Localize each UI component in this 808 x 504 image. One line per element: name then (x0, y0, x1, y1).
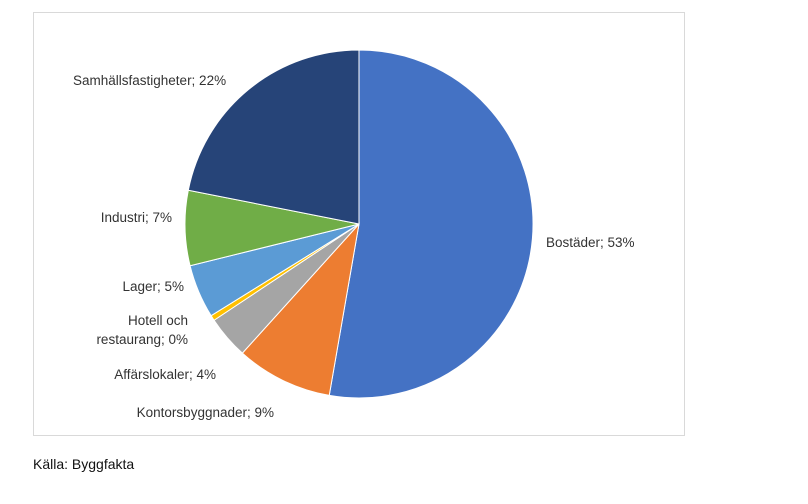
label-hotell-line2: restaurang; 0% (96, 332, 188, 347)
chart-frame: Bostäder; 53% Kontorsbyggnader; 9% Affär… (33, 12, 685, 436)
label-samhallsfastigheter: Samhällsfastigheter; 22% (73, 73, 227, 88)
label-industri: Industri; 7% (100, 210, 172, 225)
source-note: Källa: Byggfakta (33, 456, 135, 472)
label-bostader: Bostäder; 53% (546, 235, 635, 250)
label-lager: Lager; 5% (122, 279, 184, 294)
label-kontorsbyggnader: Kontorsbyggnader; 9% (136, 405, 274, 420)
pie-slice-kontorsbyggnader (241, 222, 360, 397)
label-hotell-line1: Hotell och (127, 313, 188, 328)
pie-slice-bost-der (328, 49, 534, 399)
label-affarslokaler: Affärslokaler; 4% (114, 367, 216, 382)
pie-slice-samh-llsfastigheter (187, 49, 360, 225)
pie-chart (184, 49, 534, 399)
